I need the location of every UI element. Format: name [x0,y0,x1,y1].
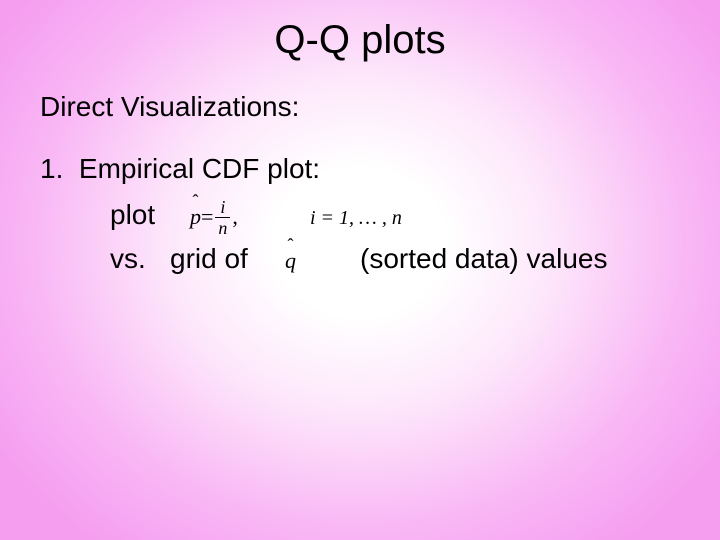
list-text: Empirical CDF plot: [79,153,320,184]
slide-subtitle: Direct Visualizations: [40,91,720,123]
fraction-i-n: in [215,198,230,237]
text-gridof: grid of [170,237,285,280]
symbol-comma: , [232,200,238,234]
list-number: 1. [40,153,63,184]
text-plot: plot [110,193,190,236]
symbol-q-hat: q [285,244,296,278]
fraction-den: n [215,218,230,237]
line-plot-formula: plot p = in, i = 1, … , n [110,193,720,237]
fraction-num: i [215,198,230,218]
line-vs-grid: vs. grid of q (sorted data) values [110,237,720,280]
list-item-1: 1. Empirical CDF plot: [40,153,720,185]
slide-title: Q-Q plots [0,18,720,63]
symbol-eq: = [201,200,213,234]
formula-q-hat: q [285,244,360,278]
text-sorted-data: (sorted data) values [360,237,607,280]
text-vs: vs. [110,237,170,280]
symbol-p-hat: p [190,200,201,234]
slide-container: Q-Q plots Direct Visualizations: 1. Empi… [0,0,720,540]
formula-index-range: i = 1, … , n [310,203,402,234]
